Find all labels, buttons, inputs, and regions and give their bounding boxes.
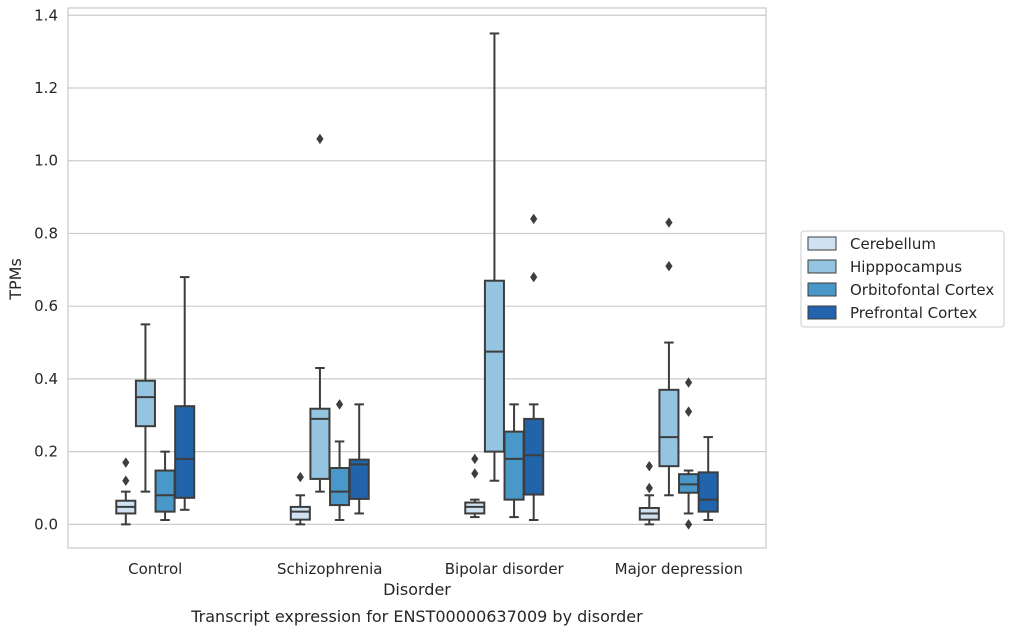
box-body — [309, 407, 331, 480]
outlier-point — [296, 471, 304, 483]
y-axis-label: TPMs — [6, 258, 25, 301]
y-tick-label: 0.2 — [34, 443, 58, 461]
box-body — [329, 467, 351, 507]
outlier-point — [122, 475, 130, 486]
y-tick-label: 1.2 — [34, 79, 58, 97]
box-cerebellum — [115, 457, 137, 526]
legend-label: Prefrontal Cortex — [850, 304, 977, 322]
y-tick-label: 1.0 — [34, 152, 58, 170]
outlier-point — [684, 377, 693, 388]
box-orbitofontal-cortex — [678, 377, 700, 530]
y-axis-ticks: 0.0 0.2 0.4 0.6 0.8 1.0 1.2 1.4 — [34, 6, 58, 533]
box-hipppocampus — [658, 217, 680, 497]
outlier-point — [471, 453, 479, 465]
y-tick-label: 0.6 — [34, 297, 58, 315]
box-cerebellum — [289, 471, 311, 526]
box-hipppocampus — [483, 32, 505, 482]
box-orbitofontal-cortex — [503, 403, 525, 519]
box-body — [483, 279, 505, 453]
box-plot-area — [115, 32, 719, 530]
x-tick-label: Control — [128, 560, 182, 578]
box-body — [289, 505, 311, 521]
y-tick-label: 0.8 — [34, 224, 58, 242]
chart-caption: Transcript expression for ENST0000063700… — [190, 607, 643, 626]
box-cerebellum — [464, 453, 486, 519]
box-body — [464, 501, 486, 515]
box-body — [134, 379, 156, 428]
outlier-point — [316, 133, 324, 145]
box-cerebellum — [638, 460, 660, 526]
legend-swatch — [807, 236, 837, 251]
box-prefrontal-cortex — [174, 276, 196, 511]
box-body — [697, 471, 719, 513]
legend-label: Cerebellum — [850, 235, 936, 253]
outlier-point — [645, 482, 653, 494]
outlier-point — [471, 468, 479, 479]
outlier-point — [122, 457, 130, 468]
outlier-point — [665, 217, 673, 228]
y-tick-label: 1.4 — [34, 6, 58, 24]
box-hipppocampus — [309, 133, 331, 493]
outlier-point — [335, 399, 344, 410]
outlier-point — [684, 519, 693, 530]
box-body — [174, 405, 196, 499]
outlier-point — [684, 406, 693, 417]
box-body — [523, 417, 545, 496]
plot-frame — [67, 7, 767, 549]
y-tick-label: 0.0 — [34, 515, 58, 533]
box-orbitofontal-cortex — [154, 450, 176, 521]
box-body — [348, 458, 370, 500]
box-prefrontal-cortex — [697, 436, 719, 521]
legend-swatch — [807, 282, 837, 297]
box-body — [503, 430, 525, 501]
x-axis-label: Disorder — [383, 580, 451, 599]
y-tick-label: 0.4 — [34, 370, 58, 388]
outlier-point — [645, 460, 653, 472]
box-hipppocampus — [134, 323, 156, 493]
x-tick-label: Schizophrenia — [277, 560, 382, 578]
outlier-point — [530, 271, 538, 283]
box-orbitofontal-cortex — [329, 399, 351, 521]
box-body — [658, 388, 680, 468]
box-prefrontal-cortex — [348, 403, 370, 515]
legend-swatch — [807, 305, 837, 320]
legend-label: Orbitofontal Cortex — [850, 281, 994, 299]
legend: Cerebellum Hipppocampus Orbitofontal Corte… — [800, 230, 1005, 328]
box-prefrontal-cortex — [523, 213, 545, 521]
outlier-point — [530, 213, 538, 225]
legend-label: Hipppocampus — [850, 258, 962, 276]
legend-swatch — [807, 259, 837, 274]
x-tick-label: Major depression — [615, 560, 743, 578]
x-axis-ticks: Control Schizophrenia Bipolar disorder Majo… — [128, 560, 743, 578]
x-tick-label: Bipolar disorder — [445, 560, 565, 578]
box-body — [154, 469, 176, 513]
outlier-point — [665, 260, 673, 272]
legend-frame — [800, 230, 1005, 328]
